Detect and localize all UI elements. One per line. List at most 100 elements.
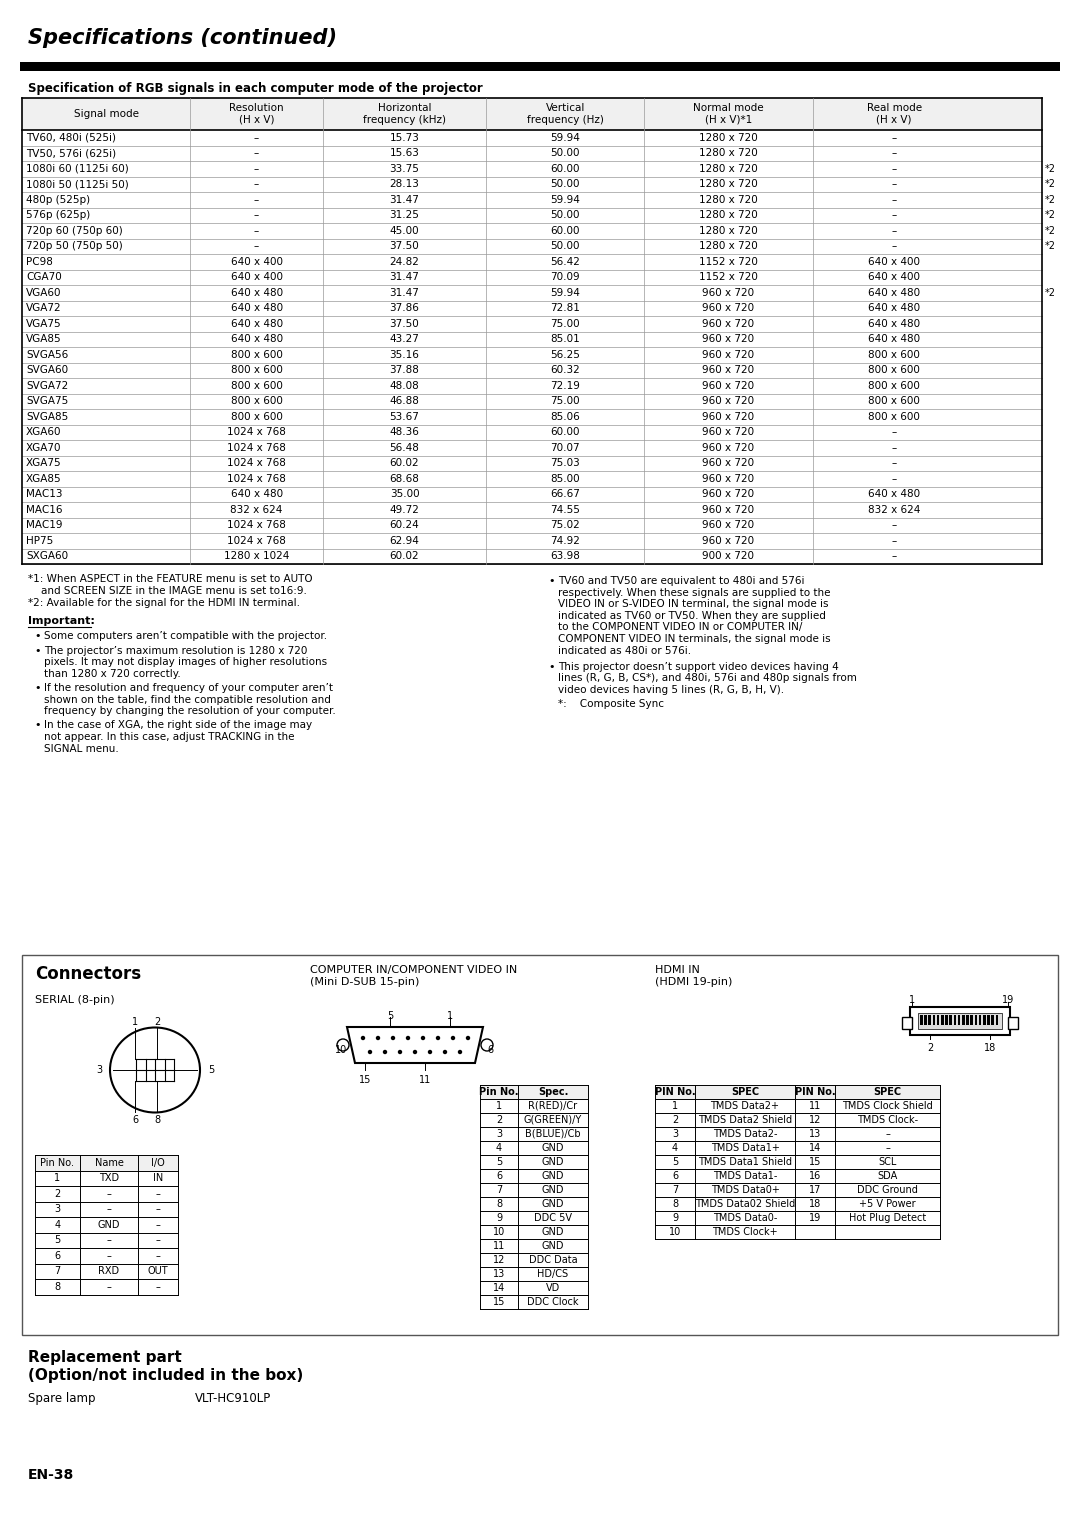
Text: –: –	[891, 474, 896, 484]
Text: *2: Available for the signal for the HDMI IN terminal.: *2: Available for the signal for the HDM…	[28, 597, 300, 608]
Text: 15.63: 15.63	[390, 148, 419, 159]
Text: 10: 10	[492, 1227, 505, 1238]
Text: 800 x 600: 800 x 600	[868, 380, 920, 391]
Text: 33.75: 33.75	[390, 163, 419, 174]
Text: 960 x 720: 960 x 720	[702, 319, 755, 329]
Text: 640 x 480: 640 x 480	[230, 489, 283, 500]
Text: –: –	[891, 163, 896, 174]
Text: 9: 9	[672, 1213, 678, 1222]
Text: SVGA56: SVGA56	[26, 350, 68, 359]
Text: *2: *2	[1045, 226, 1056, 235]
Text: 60.02: 60.02	[390, 552, 419, 561]
Text: –: –	[891, 520, 896, 530]
Bar	[945, 1015, 948, 1025]
Text: 1: 1	[672, 1102, 678, 1111]
Text: –: –	[107, 1189, 111, 1199]
Text: 15.73: 15.73	[390, 133, 419, 142]
Text: 31.47: 31.47	[390, 194, 419, 205]
Text: 1280 x 720: 1280 x 720	[699, 211, 758, 220]
Text: *2: *2	[1045, 163, 1056, 174]
Text: 3: 3	[672, 1129, 678, 1138]
Text: 46.88: 46.88	[390, 396, 419, 406]
Text: *2: *2	[1045, 241, 1056, 251]
Text: OUT: OUT	[148, 1267, 168, 1276]
Text: *2: *2	[1045, 211, 1056, 220]
Text: Pin No.: Pin No.	[480, 1086, 518, 1097]
Text: –: –	[891, 552, 896, 561]
Text: DDC Data: DDC Data	[529, 1254, 578, 1265]
Text: TMDS Clock-: TMDS Clock-	[856, 1115, 918, 1125]
Text: 75.00: 75.00	[551, 396, 580, 406]
Text: PIN No.: PIN No.	[654, 1086, 696, 1097]
Text: –: –	[891, 443, 896, 452]
Bar	[987, 1015, 989, 1025]
Text: TV50, 576i (625i): TV50, 576i (625i)	[26, 148, 117, 159]
Text: –: –	[254, 148, 259, 159]
Text: *2: *2	[1045, 287, 1056, 298]
Text: (Option/not included in the box): (Option/not included in the box)	[28, 1368, 303, 1383]
Text: 50.00: 50.00	[551, 179, 580, 189]
Text: Specification of RGB signals in each computer mode of the projector: Specification of RGB signals in each com…	[28, 83, 483, 95]
Text: –: –	[156, 1235, 161, 1245]
Text: 11: 11	[419, 1076, 431, 1085]
Text: 800 x 600: 800 x 600	[868, 396, 920, 406]
Text: SPEC: SPEC	[731, 1086, 759, 1097]
Bar	[35, 1155, 178, 1170]
Bar	[924, 1015, 927, 1025]
Text: 4: 4	[54, 1219, 60, 1230]
Text: –: –	[254, 179, 259, 189]
Text: 85.06: 85.06	[551, 411, 580, 422]
Text: Name: Name	[95, 1158, 123, 1167]
Text: 640 x 480: 640 x 480	[868, 303, 920, 313]
Text: –: –	[891, 148, 896, 159]
Text: GND: GND	[542, 1157, 564, 1167]
Text: 60.02: 60.02	[390, 458, 419, 468]
Text: 640 x 400: 640 x 400	[868, 272, 920, 283]
Text: 6: 6	[54, 1251, 60, 1261]
Text: 60.24: 60.24	[390, 520, 419, 530]
Text: TMDS Data1 Shield: TMDS Data1 Shield	[698, 1157, 792, 1167]
Text: Normal mode
(H x V)*1: Normal mode (H x V)*1	[693, 104, 764, 125]
Text: 10: 10	[335, 1045, 347, 1054]
Text: 800 x 600: 800 x 600	[868, 350, 920, 359]
Text: 7: 7	[54, 1267, 60, 1276]
Text: 37.86: 37.86	[390, 303, 419, 313]
Text: 16: 16	[809, 1170, 821, 1181]
Text: DDC Ground: DDC Ground	[858, 1186, 918, 1195]
Text: MAC16: MAC16	[26, 504, 63, 515]
Text: •: •	[548, 662, 554, 671]
Text: –: –	[891, 241, 896, 251]
Text: Pin No.: Pin No.	[41, 1158, 75, 1167]
Text: TMDS Data2+: TMDS Data2+	[711, 1102, 780, 1111]
Circle shape	[383, 1051, 387, 1053]
Text: 800 x 600: 800 x 600	[231, 350, 283, 359]
Text: 1080i 60 (1125i 60): 1080i 60 (1125i 60)	[26, 163, 129, 174]
Text: SVGA85: SVGA85	[26, 411, 68, 422]
Text: –: –	[886, 1129, 890, 1138]
Circle shape	[451, 1036, 455, 1039]
Text: 1280 x 720: 1280 x 720	[699, 163, 758, 174]
Text: 72.81: 72.81	[550, 303, 580, 313]
Text: •: •	[33, 631, 41, 642]
Bar	[929, 1015, 931, 1025]
Text: 31.47: 31.47	[390, 287, 419, 298]
Text: 8: 8	[496, 1199, 502, 1209]
Text: Spec.: Spec.	[538, 1086, 568, 1097]
Bar	[962, 1015, 964, 1025]
Text: 2: 2	[496, 1115, 502, 1125]
Text: XGA60: XGA60	[26, 428, 62, 437]
Text: 1: 1	[132, 1018, 138, 1027]
Text: 50.00: 50.00	[551, 241, 580, 251]
Text: 49.72: 49.72	[390, 504, 419, 515]
Text: I/O: I/O	[151, 1158, 165, 1167]
Text: SCL: SCL	[878, 1157, 896, 1167]
Text: 62.94: 62.94	[390, 536, 419, 545]
Text: –: –	[254, 226, 259, 235]
Text: EN-38: EN-38	[28, 1468, 75, 1482]
Text: TMDS Clock Shield: TMDS Clock Shield	[842, 1102, 933, 1111]
Text: 85.00: 85.00	[551, 474, 580, 484]
Text: 640 x 480: 640 x 480	[868, 489, 920, 500]
Text: 7: 7	[496, 1186, 502, 1195]
Text: –: –	[107, 1204, 111, 1215]
Text: and SCREEN SIZE in the IMAGE menu is set to16:9.: and SCREEN SIZE in the IMAGE menu is set…	[28, 587, 307, 596]
